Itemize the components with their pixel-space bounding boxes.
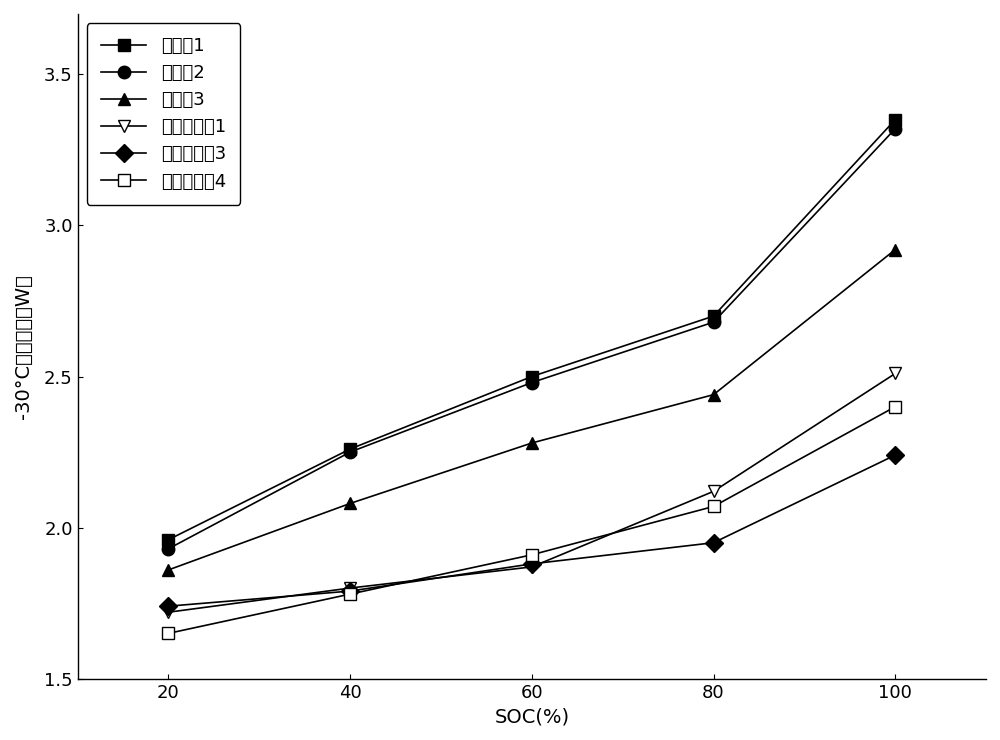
实施例1: [526, 372, 538, 381]
对比实施例4: [889, 403, 901, 411]
Line: 对比实施例1: 对比实施例1: [162, 367, 902, 619]
对比实施例1: [708, 487, 720, 496]
对比实施例1: [344, 584, 356, 593]
对比实施例3: [162, 602, 174, 610]
实施例3: [889, 245, 901, 254]
对比实施例3: [344, 587, 356, 596]
实施例3: [344, 499, 356, 508]
对比实施例3: [526, 559, 538, 568]
实施例2: [344, 448, 356, 457]
实施例3: [162, 565, 174, 574]
Line: 对比实施例4: 对比实施例4: [162, 400, 902, 639]
实施例3: [708, 390, 720, 399]
X-axis label: SOC(%): SOC(%): [494, 707, 569, 726]
实施例2: [526, 378, 538, 387]
实施例1: [889, 115, 901, 124]
对比实施例3: [708, 538, 720, 547]
对比实施例4: [344, 590, 356, 599]
Line: 实施例1: 实施例1: [162, 113, 902, 546]
对比实施例4: [162, 629, 174, 638]
对比实施例4: [526, 551, 538, 559]
实施例1: [708, 312, 720, 320]
实施例1: [162, 535, 174, 544]
实施例2: [889, 124, 901, 133]
对比实施例3: [889, 451, 901, 460]
Line: 实施例3: 实施例3: [162, 243, 902, 576]
实施例3: [526, 439, 538, 448]
对比实施例4: [708, 502, 720, 511]
Line: 实施例2: 实施例2: [162, 122, 902, 555]
Legend: 实施例1, 实施例2, 实施例3, 对比实施例1, 对比实施例3, 对比实施例4: 实施例1, 实施例2, 实施例3, 对比实施例1, 对比实施例3, 对比实施例4: [87, 23, 240, 205]
Y-axis label: -30°C下的输出（W）: -30°C下的输出（W）: [14, 274, 33, 419]
实施例1: [344, 445, 356, 454]
Line: 对比实施例3: 对比实施例3: [162, 449, 902, 613]
对比实施例1: [526, 562, 538, 571]
实施例2: [708, 317, 720, 326]
实施例2: [162, 545, 174, 554]
对比实施例1: [162, 608, 174, 616]
对比实施例1: [889, 369, 901, 378]
